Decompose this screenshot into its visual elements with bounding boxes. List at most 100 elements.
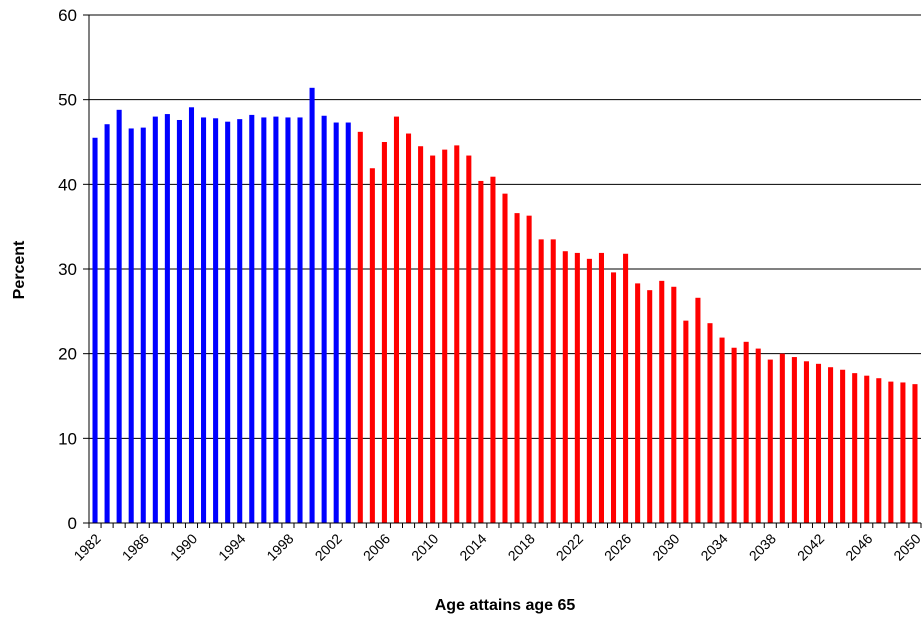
bar [201, 117, 207, 524]
bar [164, 114, 170, 523]
bar [430, 155, 436, 523]
bar [176, 119, 182, 523]
bar [586, 258, 592, 523]
y-axis-title: Percent [11, 240, 28, 299]
x-tick-label: 2006 [360, 530, 393, 563]
bar [225, 121, 231, 524]
bar [635, 283, 641, 523]
bar [490, 176, 496, 524]
x-tick-label: 2010 [408, 530, 441, 563]
y-tick-label: 40 [58, 175, 77, 194]
bar [249, 114, 255, 523]
x-tick-label: 2022 [553, 530, 586, 563]
bar [659, 280, 665, 523]
y-tick-label: 30 [58, 260, 77, 279]
x-tick-label: 2026 [601, 530, 634, 563]
bar [128, 128, 134, 523]
bar [393, 116, 400, 523]
bars [92, 87, 918, 524]
bar [418, 146, 424, 523]
x-tick-label: 2046 [842, 530, 875, 563]
bar [442, 149, 448, 523]
bar [803, 361, 809, 523]
bar [767, 359, 773, 523]
bar [357, 131, 363, 523]
bar [261, 117, 267, 524]
x-tick-label: 2014 [456, 530, 489, 563]
bar [514, 213, 520, 523]
bar [755, 348, 761, 523]
bar [104, 124, 110, 523]
x-tick-labels: 1982 1986 1990 1994 1998 2002 2006 2010 2014 2018… [70, 530, 923, 563]
bar [188, 107, 195, 523]
bar [574, 252, 580, 523]
bar [562, 251, 568, 523]
bar [369, 168, 375, 523]
x-tick-label: 2030 [649, 530, 682, 563]
bar [791, 357, 797, 523]
bar [466, 155, 472, 523]
bar [779, 353, 785, 523]
x-tick-label: 1986 [119, 530, 152, 563]
bar [683, 320, 689, 523]
bar [152, 116, 158, 523]
bar [502, 193, 508, 523]
bar [478, 180, 484, 524]
bar [381, 142, 387, 523]
bar [647, 290, 653, 523]
bar [116, 109, 122, 524]
bar [333, 122, 339, 523]
bar [852, 373, 858, 523]
y-tick-label: 10 [58, 429, 77, 448]
bar [888, 381, 894, 523]
bar [840, 369, 846, 523]
bar [273, 116, 279, 523]
x-tick-label: 2042 [794, 530, 827, 563]
bar [538, 239, 544, 523]
bar [900, 382, 906, 523]
bar [598, 252, 604, 523]
bar [309, 87, 315, 524]
y-tick-labels: 0 10 20 30 40 50 60 [58, 6, 77, 533]
y-tick-label: 50 [58, 91, 77, 110]
y-tick-label: 60 [58, 6, 77, 25]
bar [815, 363, 822, 523]
y-tick-label: 0 [68, 514, 77, 533]
bar [92, 137, 98, 523]
y-tick-label: 20 [58, 345, 77, 364]
bar [695, 297, 701, 523]
bar [610, 272, 617, 523]
bar [912, 384, 918, 523]
x-tick-label: 2018 [505, 530, 538, 563]
bar [623, 253, 629, 523]
x-tick-label: 2002 [312, 530, 345, 563]
x-tick-label: 2050 [890, 530, 923, 563]
bar [406, 133, 412, 524]
x-tick-label: 1994 [215, 530, 248, 563]
bar [876, 378, 882, 523]
bar [743, 341, 749, 523]
bar [140, 127, 146, 524]
x-tick-label: 1982 [70, 530, 103, 563]
bar [864, 375, 870, 523]
x-axis-title: Age attains age 65 [435, 597, 576, 614]
x-tick-label: 1998 [263, 530, 296, 563]
bar [707, 323, 713, 523]
bar [237, 119, 243, 523]
bar [454, 145, 460, 524]
x-tick-label: 1990 [167, 530, 200, 563]
bar [345, 122, 351, 523]
bar [285, 117, 291, 524]
bar [213, 118, 219, 523]
bar [550, 239, 556, 523]
bar [671, 286, 677, 523]
bar [526, 215, 532, 523]
bar [828, 367, 834, 523]
bar [719, 337, 725, 523]
bar [731, 347, 737, 523]
bar [297, 117, 303, 524]
bar [321, 115, 327, 524]
x-tick-label: 2038 [746, 530, 779, 563]
axes [83, 14, 922, 528]
